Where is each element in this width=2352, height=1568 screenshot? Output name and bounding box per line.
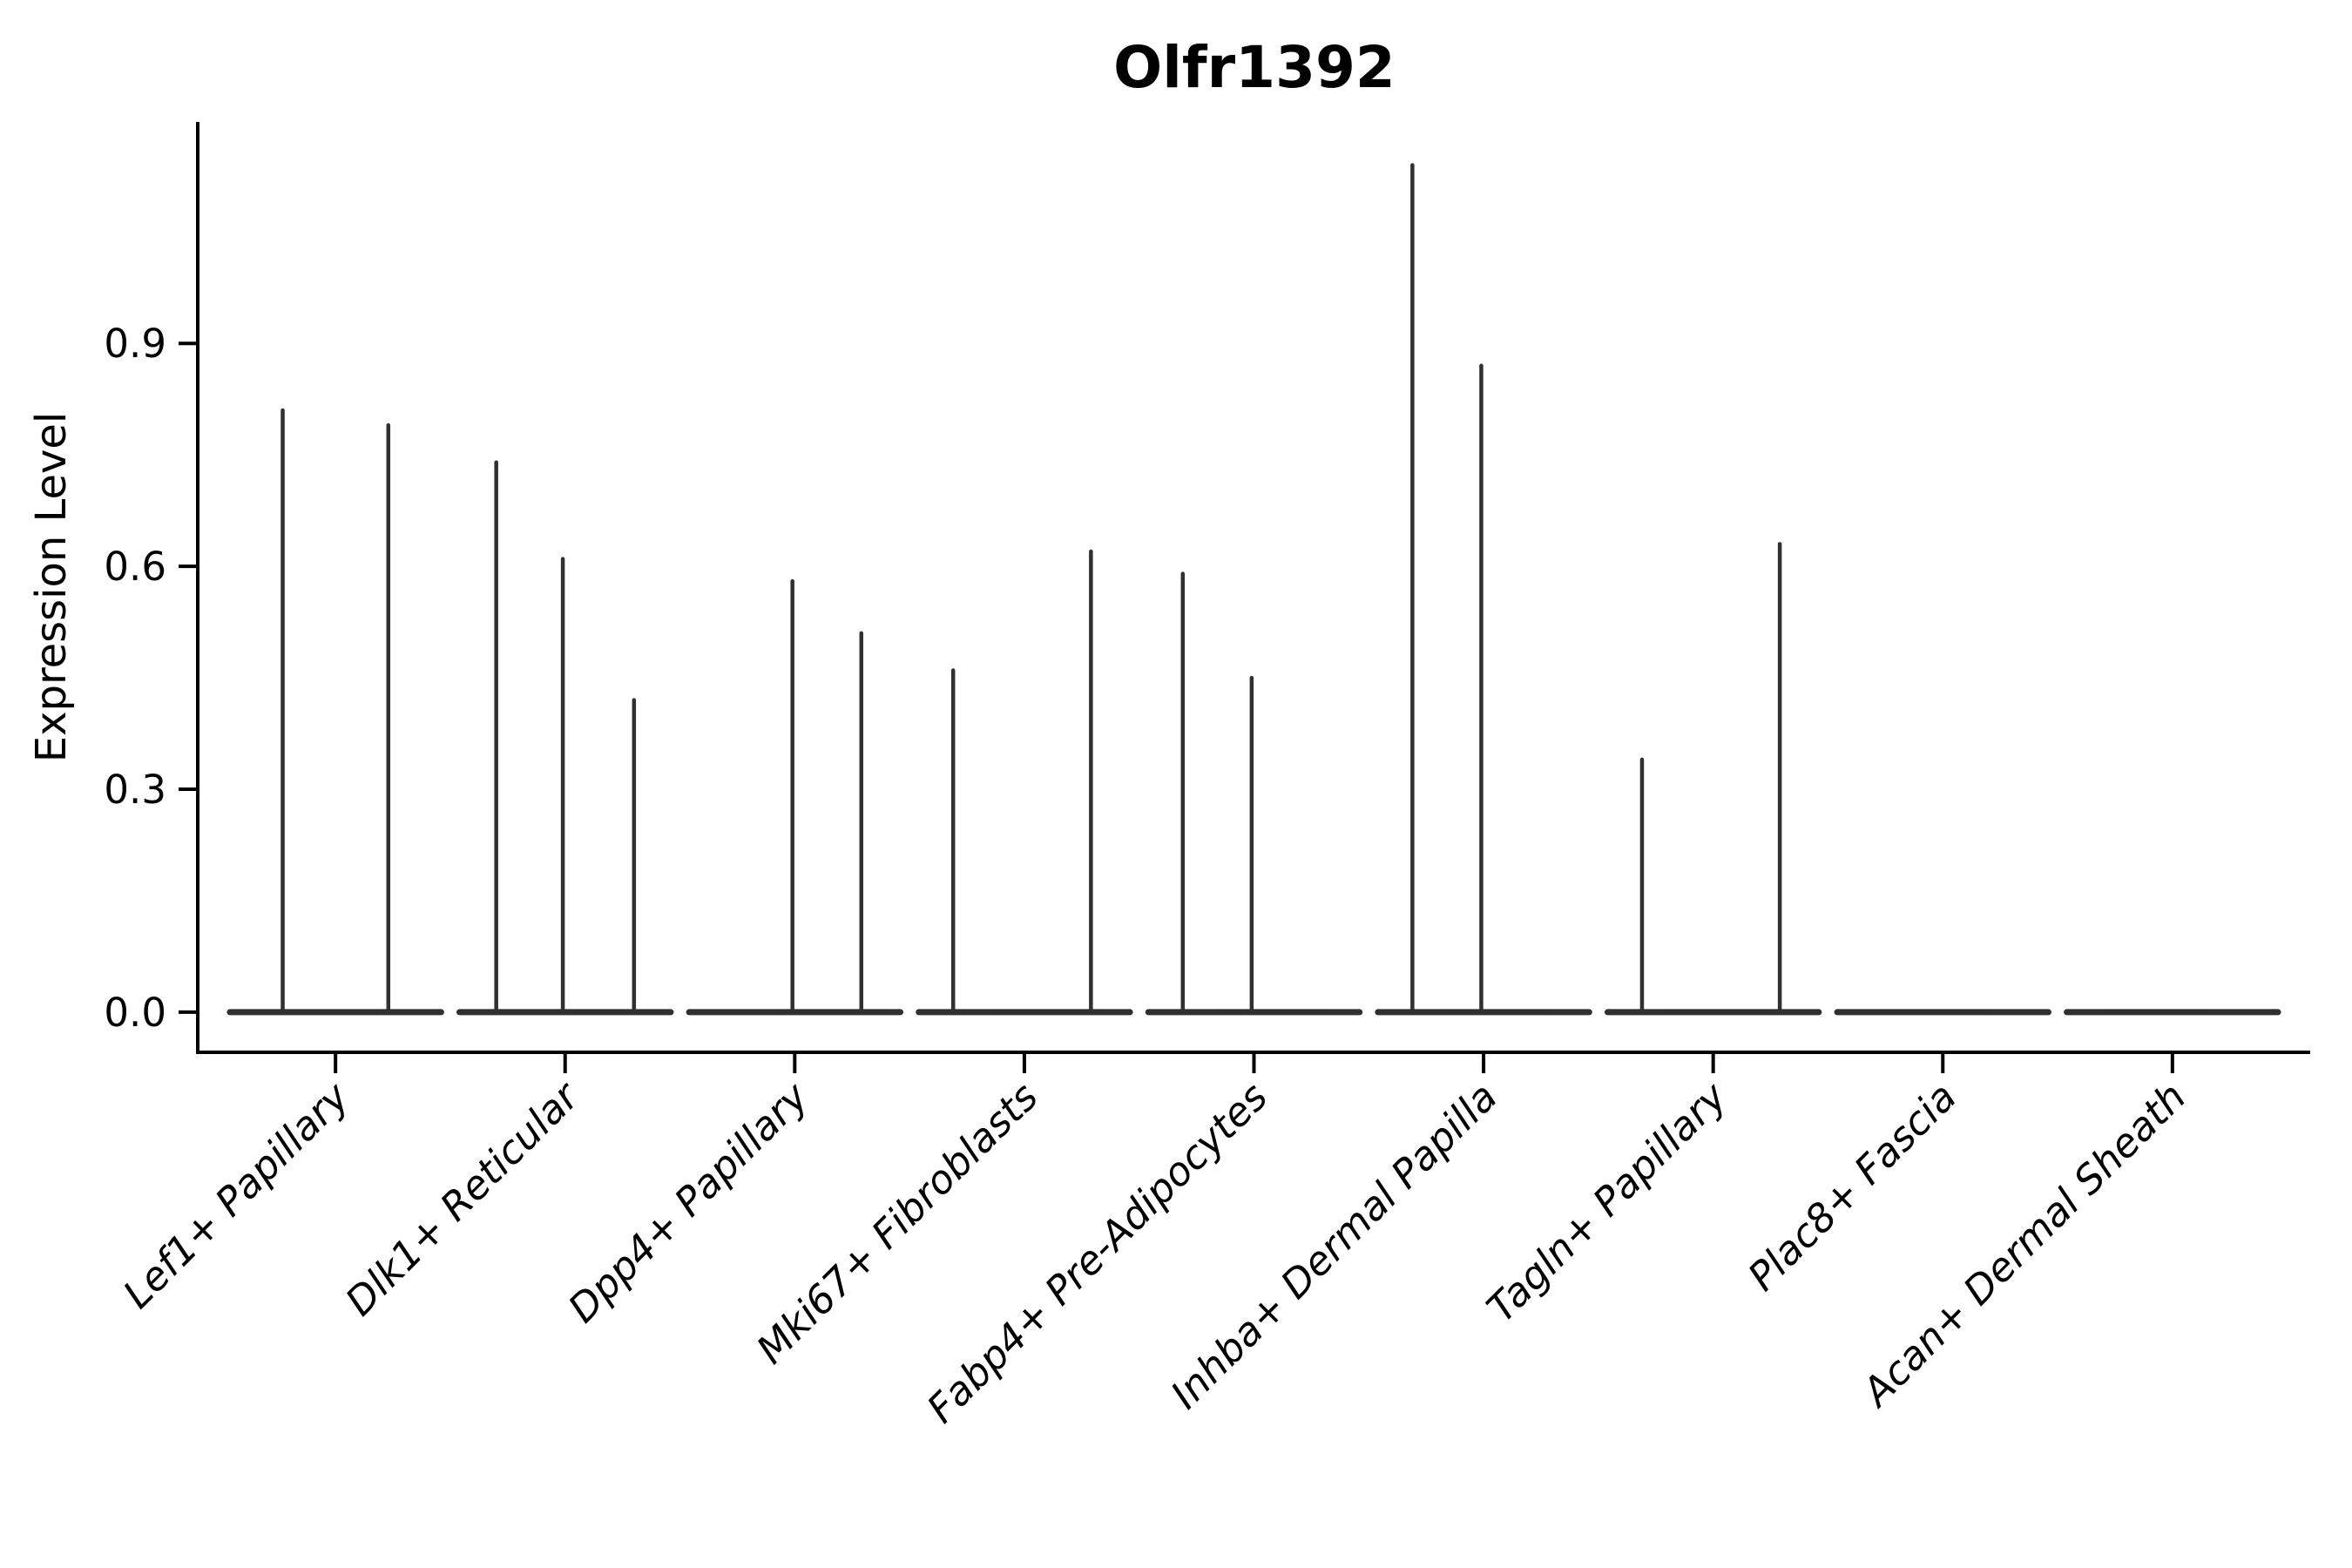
y-tick-label: 0.0 bbox=[104, 990, 166, 1036]
x-tick-label: Dlk1+ Reticular bbox=[336, 1072, 589, 1325]
y-tick-label: 0.9 bbox=[104, 321, 166, 367]
y-axis-label: Expression Level bbox=[27, 412, 76, 763]
x-tick-label: Dpp4+ Papillary bbox=[559, 1072, 818, 1331]
x-tick-label: Lef1+ Papillary bbox=[114, 1072, 359, 1317]
x-tick-label: Plac8+ Fascia bbox=[1739, 1073, 1965, 1300]
y-tick-label: 0.6 bbox=[104, 544, 166, 590]
x-tick-label: Tagln+ Papillary bbox=[1478, 1072, 1737, 1331]
y-tick-label: 0.3 bbox=[104, 767, 166, 813]
chart-title: Olfr1392 bbox=[1113, 34, 1396, 101]
